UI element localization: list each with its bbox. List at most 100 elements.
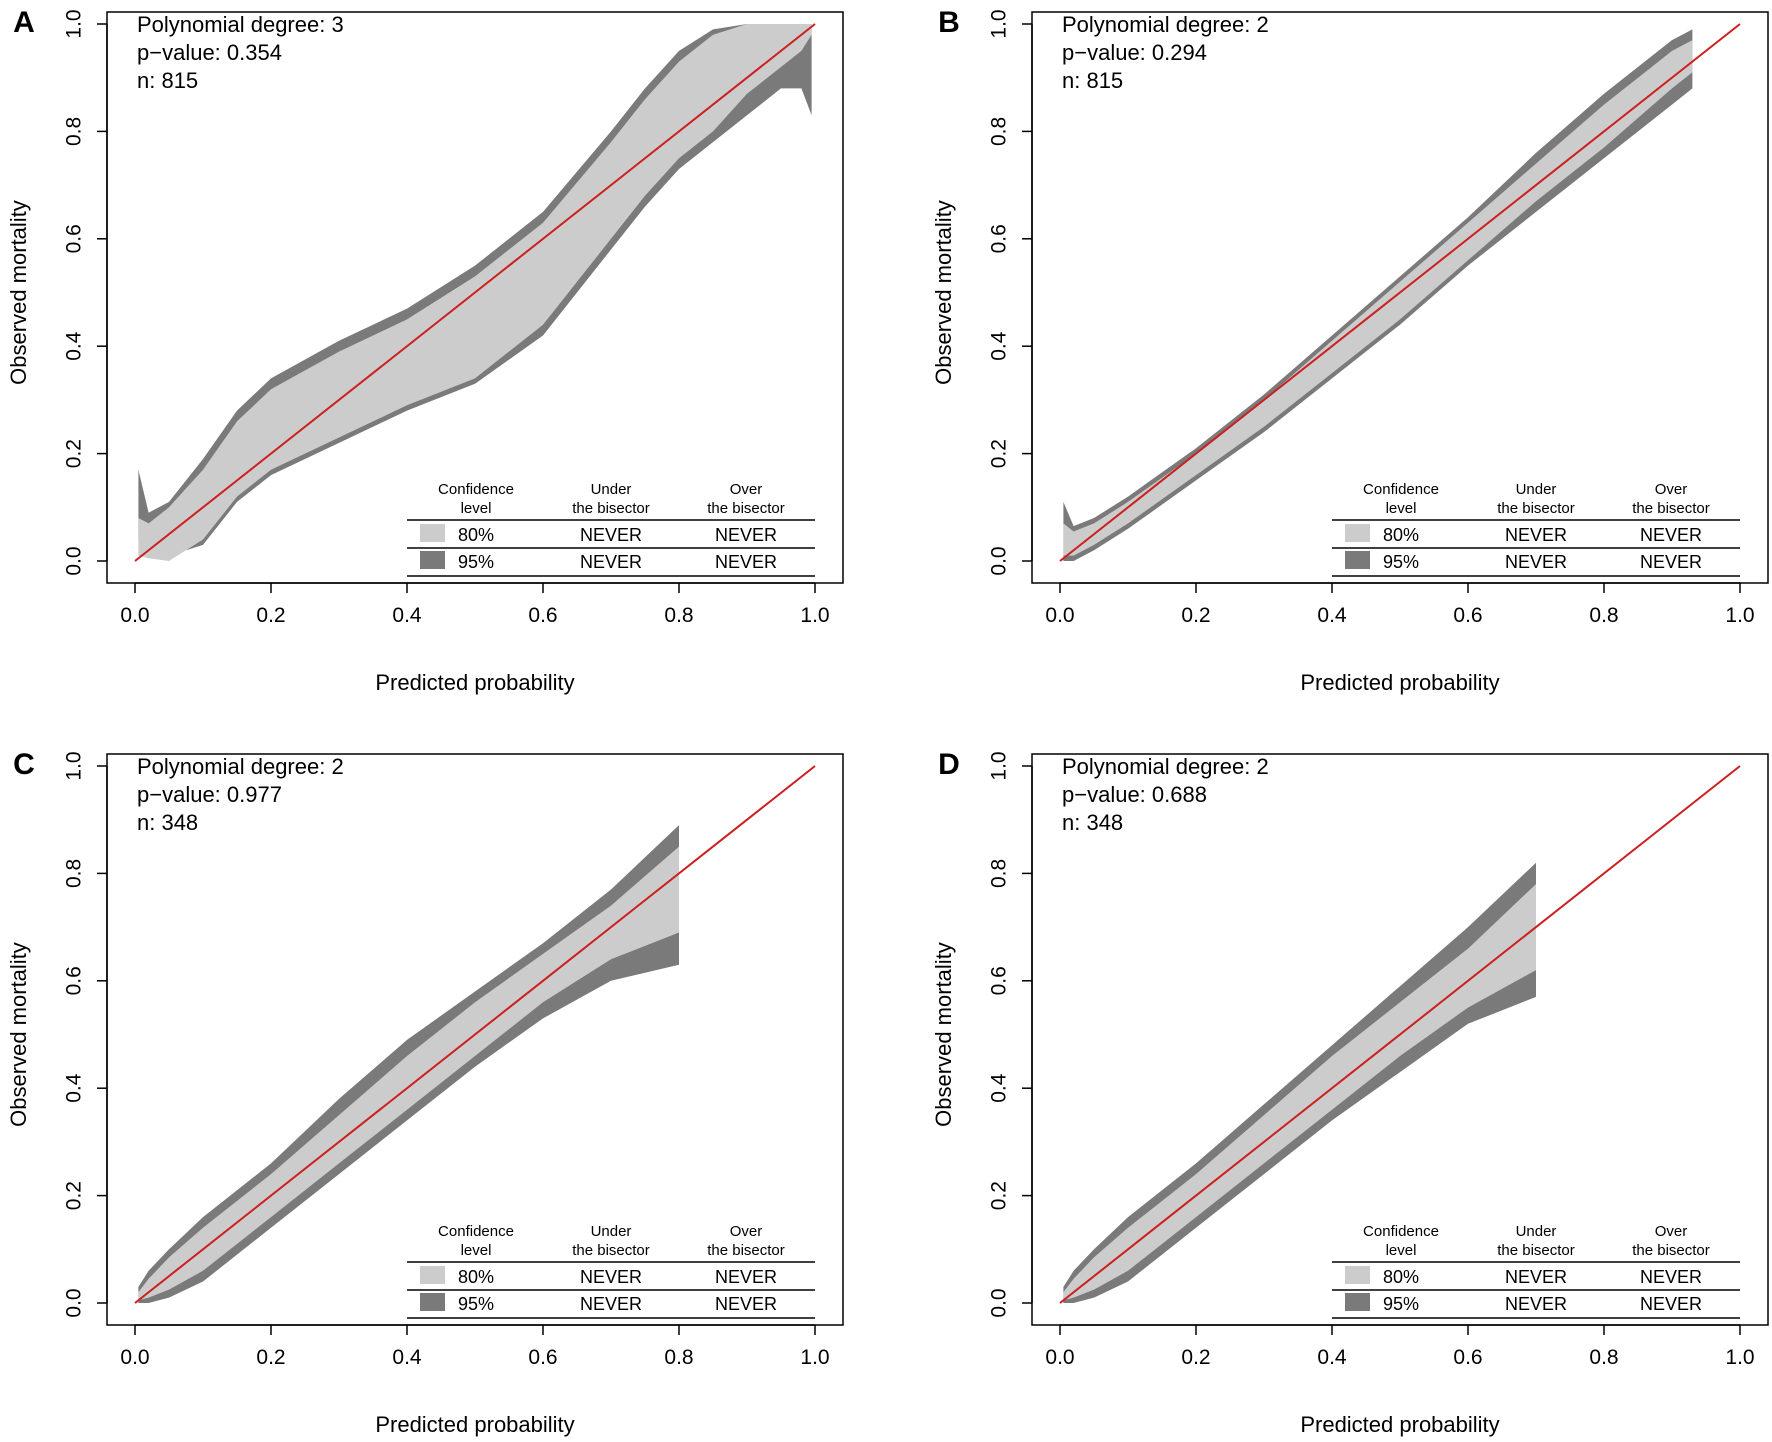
legend-header: Confidence bbox=[438, 481, 514, 498]
y-tick-label: 0.6 bbox=[988, 224, 1011, 253]
y-axis: 0.0 0.2 0.4 0.6 0.8 1.0 bbox=[63, 9, 108, 576]
legend-header: the bisector bbox=[707, 500, 785, 517]
annotation-line: n: 348 bbox=[1062, 810, 1123, 835]
legend-over: NEVER bbox=[1640, 552, 1702, 572]
bisector-line bbox=[1059, 23, 1741, 562]
y-tick-label: 0.4 bbox=[63, 331, 86, 361]
y-axis-title: Observed mortality bbox=[931, 942, 956, 1127]
x-tick-label: 0.0 bbox=[120, 1346, 149, 1369]
x-tick-label: 0.8 bbox=[664, 604, 693, 627]
panel-a: 0.0 0.2 0.4 0.6 0.8 1.0 Predicted probability 0… bbox=[6, 6, 844, 695]
x-tick-label: 0.8 bbox=[664, 1346, 693, 1369]
legend-swatch-80 bbox=[420, 1266, 445, 1284]
legend-header: the bisector bbox=[572, 1242, 650, 1259]
legend-table: Confidence level Under the bisector Over the … bbox=[1332, 1223, 1740, 1319]
legend-header: Confidence bbox=[1363, 1223, 1439, 1240]
y-tick-label: 0.0 bbox=[63, 546, 86, 575]
legend-header: level bbox=[1386, 500, 1417, 517]
legend-header: the bisector bbox=[572, 500, 650, 517]
legend-header: Over bbox=[1655, 481, 1688, 498]
annotation-line: p−value: 0.688 bbox=[1062, 782, 1207, 807]
y-tick-label: 0.4 bbox=[63, 1073, 86, 1103]
y-tick-label: 1.0 bbox=[63, 751, 86, 780]
y-tick-label: 0.8 bbox=[988, 859, 1011, 888]
x-tick-label: 0.0 bbox=[1045, 1346, 1074, 1369]
y-tick-label: 0.8 bbox=[63, 859, 86, 888]
x-tick-label: 0.4 bbox=[1317, 604, 1347, 627]
legend-swatch-95 bbox=[420, 551, 445, 569]
panel-letter: B bbox=[938, 6, 960, 39]
y-axis: 0.0 0.2 0.4 0.6 0.8 1.0 bbox=[63, 751, 108, 1318]
y-tick-label: 0.2 bbox=[63, 1181, 86, 1210]
annotation-line: Polynomial degree: 3 bbox=[137, 12, 344, 37]
y-tick-label: 0.0 bbox=[63, 1288, 86, 1317]
legend-table: Confidence level Under the bisector Over the … bbox=[407, 481, 815, 577]
legend-swatch-95 bbox=[1345, 1293, 1370, 1311]
legend-level: 80% bbox=[458, 1267, 494, 1287]
y-tick-label: 0.6 bbox=[63, 224, 86, 253]
legend-header: Over bbox=[730, 481, 763, 498]
y-axis: 0.0 0.2 0.4 0.6 0.8 1.0 bbox=[988, 751, 1033, 1318]
belt-95-area bbox=[1063, 29, 1693, 561]
legend-over: NEVER bbox=[1640, 1267, 1702, 1287]
legend-header: Under bbox=[591, 1223, 632, 1240]
x-tick-label: 0.2 bbox=[1181, 1346, 1210, 1369]
x-tick-label: 1.0 bbox=[1725, 1346, 1754, 1369]
x-axis-title: Predicted probability bbox=[1300, 670, 1499, 695]
x-axis-title: Predicted probability bbox=[375, 670, 574, 695]
x-tick-label: 0.6 bbox=[1453, 1346, 1482, 1369]
panel-d: 0.0 0.2 0.4 0.6 0.8 1.0 Predicted probability 0… bbox=[931, 748, 1769, 1437]
y-tick-label: 0.0 bbox=[988, 1288, 1011, 1317]
legend-level: 95% bbox=[1383, 1294, 1419, 1314]
x-axis: 0.0 0.2 0.4 0.6 0.8 1.0 bbox=[120, 1324, 830, 1369]
legend-level: 95% bbox=[458, 552, 494, 572]
x-tick-label: 1.0 bbox=[800, 604, 829, 627]
x-axis-title: Predicted probability bbox=[375, 1412, 574, 1437]
legend-swatch-80 bbox=[1345, 1266, 1370, 1284]
y-tick-label: 0.2 bbox=[63, 439, 86, 468]
annotation-line: Polynomial degree: 2 bbox=[1062, 12, 1269, 37]
legend-over: NEVER bbox=[1640, 1294, 1702, 1314]
y-axis-title: Observed mortality bbox=[931, 200, 956, 385]
bisector-line bbox=[1059, 765, 1741, 1304]
y-tick-label: 0.8 bbox=[988, 117, 1011, 146]
annotation-line: n: 815 bbox=[1062, 68, 1123, 93]
legend-level: 80% bbox=[1383, 1267, 1419, 1287]
x-tick-label: 0.0 bbox=[120, 604, 149, 627]
legend-table: Confidence level Under the bisector Over the … bbox=[407, 1223, 815, 1319]
legend-over: NEVER bbox=[1640, 525, 1702, 545]
legend-under: NEVER bbox=[1505, 552, 1567, 572]
x-tick-label: 1.0 bbox=[800, 1346, 829, 1369]
legend-header: Under bbox=[1516, 1223, 1557, 1240]
annotation-line: Polynomial degree: 2 bbox=[1062, 754, 1269, 779]
x-tick-label: 0.4 bbox=[1317, 1346, 1347, 1369]
y-tick-label: 0.6 bbox=[988, 966, 1011, 995]
x-tick-label: 1.0 bbox=[1725, 604, 1754, 627]
belt-80-area bbox=[1063, 40, 1693, 556]
legend-header: the bisector bbox=[1497, 500, 1575, 517]
y-tick-label: 1.0 bbox=[988, 751, 1011, 780]
legend-over: NEVER bbox=[715, 1267, 777, 1287]
y-tick-label: 0.6 bbox=[63, 966, 86, 995]
x-tick-label: 0.4 bbox=[392, 604, 422, 627]
belt-80-area bbox=[1063, 884, 1536, 1301]
y-tick-label: 0.4 bbox=[988, 331, 1011, 361]
annotation-line: Polynomial degree: 2 bbox=[137, 754, 344, 779]
legend-header: Under bbox=[591, 481, 632, 498]
x-tick-label: 0.6 bbox=[1453, 604, 1482, 627]
x-tick-label: 0.2 bbox=[256, 604, 285, 627]
panel-letter: D bbox=[938, 748, 960, 781]
legend-level: 95% bbox=[1383, 552, 1419, 572]
panel-b: 0.0 0.2 0.4 0.6 0.8 1.0 Predicted probability 0… bbox=[931, 6, 1769, 695]
x-axis: 0.0 0.2 0.4 0.6 0.8 1.0 bbox=[1045, 582, 1755, 627]
legend-header: level bbox=[461, 1242, 492, 1259]
legend-swatch-80 bbox=[1345, 524, 1370, 542]
legend-over: NEVER bbox=[715, 1294, 777, 1314]
legend-under: NEVER bbox=[580, 552, 642, 572]
bisector-line bbox=[134, 23, 816, 562]
x-tick-label: 0.8 bbox=[1589, 604, 1618, 627]
legend-level: 95% bbox=[458, 1294, 494, 1314]
legend-over: NEVER bbox=[715, 525, 777, 545]
annotation-line: p−value: 0.977 bbox=[137, 782, 282, 807]
legend-header: the bisector bbox=[1497, 1242, 1575, 1259]
